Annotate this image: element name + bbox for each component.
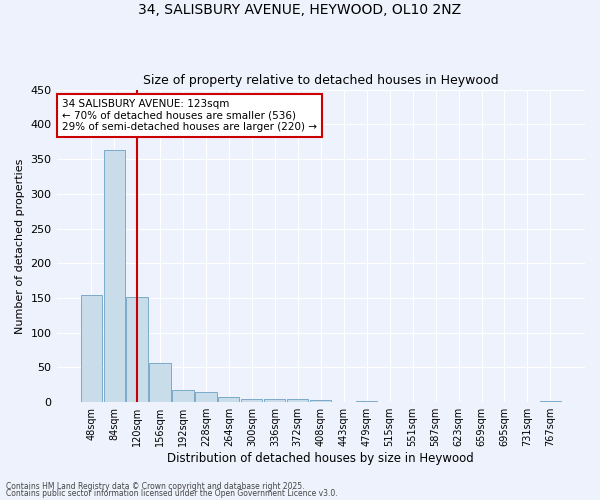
Bar [149, 362, 170, 402]
Bar [287, 398, 308, 402]
Bar [196, 392, 217, 402]
Bar [104, 150, 125, 402]
Bar [127, 296, 148, 402]
Bar [241, 398, 262, 402]
Text: 34 SALISBURY AVENUE: 123sqm
← 70% of detached houses are smaller (536)
29% of se: 34 SALISBURY AVENUE: 123sqm ← 70% of det… [62, 99, 317, 132]
Bar [540, 401, 561, 402]
Bar [80, 294, 101, 402]
Bar [264, 398, 286, 402]
Y-axis label: Number of detached properties: Number of detached properties [15, 158, 25, 334]
X-axis label: Distribution of detached houses by size in Heywood: Distribution of detached houses by size … [167, 452, 474, 465]
Bar [172, 390, 194, 402]
Bar [218, 398, 239, 402]
Bar [356, 401, 377, 402]
Text: Contains HM Land Registry data © Crown copyright and database right 2025.: Contains HM Land Registry data © Crown c… [6, 482, 305, 491]
Text: 34, SALISBURY AVENUE, HEYWOOD, OL10 2NZ: 34, SALISBURY AVENUE, HEYWOOD, OL10 2NZ [139, 2, 461, 16]
Text: Contains public sector information licensed under the Open Government Licence v3: Contains public sector information licen… [6, 489, 338, 498]
Title: Size of property relative to detached houses in Heywood: Size of property relative to detached ho… [143, 74, 499, 87]
Bar [310, 400, 331, 402]
